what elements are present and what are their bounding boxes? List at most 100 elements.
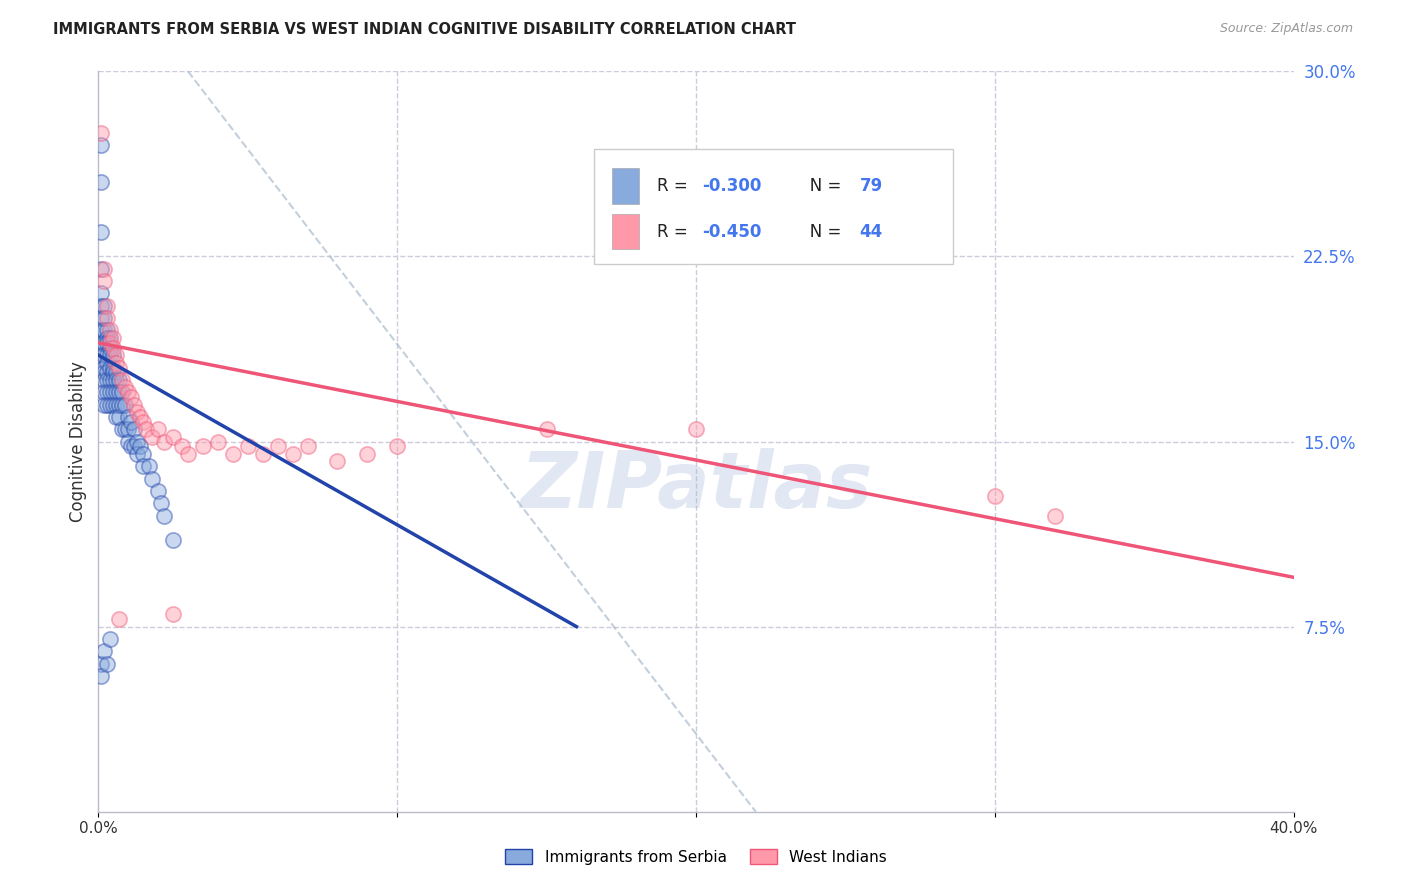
Immigrants from Serbia: [108, 398, 131, 412]
Immigrants from Serbia: [124, 422, 146, 436]
West Indians: [148, 422, 170, 436]
West Indians: [536, 422, 558, 436]
West Indians: [96, 299, 118, 313]
Immigrants from Serbia: [90, 311, 112, 326]
West Indians: [103, 331, 125, 345]
West Indians: [172, 440, 194, 454]
Text: -0.300: -0.300: [702, 177, 761, 194]
West Indians: [356, 447, 378, 461]
Immigrants from Serbia: [90, 335, 112, 350]
West Indians: [98, 335, 122, 350]
West Indians: [108, 360, 131, 375]
Immigrants from Serbia: [127, 447, 149, 461]
West Indians: [177, 447, 200, 461]
Immigrants from Serbia: [90, 657, 112, 671]
Immigrants from Serbia: [114, 398, 136, 412]
West Indians: [105, 355, 128, 369]
West Indians: [96, 311, 118, 326]
Immigrants from Serbia: [120, 415, 142, 429]
Immigrants from Serbia: [93, 398, 115, 412]
Immigrants from Serbia: [96, 324, 118, 338]
West Indians: [129, 409, 152, 424]
Y-axis label: Cognitive Disability: Cognitive Disability: [69, 361, 87, 522]
Immigrants from Serbia: [90, 286, 112, 301]
Text: -0.450: -0.450: [702, 223, 761, 241]
Immigrants from Serbia: [98, 385, 122, 400]
Immigrants from Serbia: [105, 366, 128, 380]
Immigrants from Serbia: [96, 355, 118, 369]
Immigrants from Serbia: [105, 398, 128, 412]
Immigrants from Serbia: [103, 385, 125, 400]
West Indians: [124, 398, 146, 412]
Immigrants from Serbia: [96, 331, 118, 345]
West Indians: [153, 434, 176, 449]
Immigrants from Serbia: [103, 366, 125, 380]
Immigrants from Serbia: [162, 533, 184, 548]
Immigrants from Serbia: [96, 385, 118, 400]
Text: R =: R =: [657, 223, 693, 241]
West Indians: [162, 429, 184, 443]
West Indians: [191, 440, 214, 454]
West Indians: [98, 324, 122, 338]
West Indians: [281, 447, 304, 461]
West Indians: [127, 405, 149, 419]
FancyBboxPatch shape: [613, 214, 638, 250]
Immigrants from Serbia: [111, 385, 134, 400]
Immigrants from Serbia: [90, 669, 112, 683]
Immigrants from Serbia: [129, 440, 152, 454]
Immigrants from Serbia: [98, 331, 122, 345]
West Indians: [117, 385, 139, 400]
West Indians: [90, 126, 112, 140]
West Indians: [236, 440, 259, 454]
Immigrants from Serbia: [93, 324, 115, 338]
Immigrants from Serbia: [90, 138, 112, 153]
Immigrants from Serbia: [90, 261, 112, 276]
Immigrants from Serbia: [103, 398, 125, 412]
Immigrants from Serbia: [117, 434, 139, 449]
West Indians: [135, 422, 157, 436]
Immigrants from Serbia: [127, 434, 149, 449]
FancyBboxPatch shape: [613, 168, 638, 203]
Immigrants from Serbia: [132, 459, 155, 474]
Immigrants from Serbia: [93, 360, 115, 375]
Immigrants from Serbia: [114, 422, 136, 436]
Text: Source: ZipAtlas.com: Source: ZipAtlas.com: [1219, 22, 1353, 36]
Immigrants from Serbia: [90, 348, 112, 362]
West Indians: [222, 447, 245, 461]
West Indians: [103, 341, 125, 355]
Immigrants from Serbia: [90, 175, 112, 190]
West Indians: [984, 489, 1007, 503]
Immigrants from Serbia: [93, 299, 115, 313]
Text: N =: N =: [794, 223, 846, 241]
West Indians: [385, 440, 409, 454]
Immigrants from Serbia: [117, 409, 139, 424]
Immigrants from Serbia: [153, 508, 176, 523]
Text: IMMIGRANTS FROM SERBIA VS WEST INDIAN COGNITIVE DISABILITY CORRELATION CHART: IMMIGRANTS FROM SERBIA VS WEST INDIAN CO…: [53, 22, 796, 37]
Immigrants from Serbia: [103, 360, 125, 375]
Immigrants from Serbia: [98, 348, 122, 362]
West Indians: [1043, 508, 1066, 523]
Immigrants from Serbia: [98, 360, 122, 375]
Immigrants from Serbia: [150, 496, 173, 510]
Text: ZIPatlas: ZIPatlas: [520, 448, 872, 524]
Immigrants from Serbia: [93, 348, 115, 362]
West Indians: [111, 373, 134, 387]
Immigrants from Serbia: [117, 422, 139, 436]
Immigrants from Serbia: [120, 440, 142, 454]
Immigrants from Serbia: [105, 373, 128, 387]
Text: 79: 79: [859, 177, 883, 194]
Immigrants from Serbia: [105, 385, 128, 400]
Immigrants from Serbia: [98, 373, 122, 387]
Immigrants from Serbia: [96, 366, 118, 380]
West Indians: [207, 434, 229, 449]
West Indians: [162, 607, 184, 622]
Immigrants from Serbia: [93, 335, 115, 350]
Immigrants from Serbia: [132, 447, 155, 461]
Immigrants from Serbia: [105, 409, 128, 424]
West Indians: [267, 440, 290, 454]
Immigrants from Serbia: [93, 311, 115, 326]
Immigrants from Serbia: [111, 398, 134, 412]
FancyBboxPatch shape: [595, 149, 953, 264]
Immigrants from Serbia: [98, 341, 122, 355]
Immigrants from Serbia: [90, 324, 112, 338]
